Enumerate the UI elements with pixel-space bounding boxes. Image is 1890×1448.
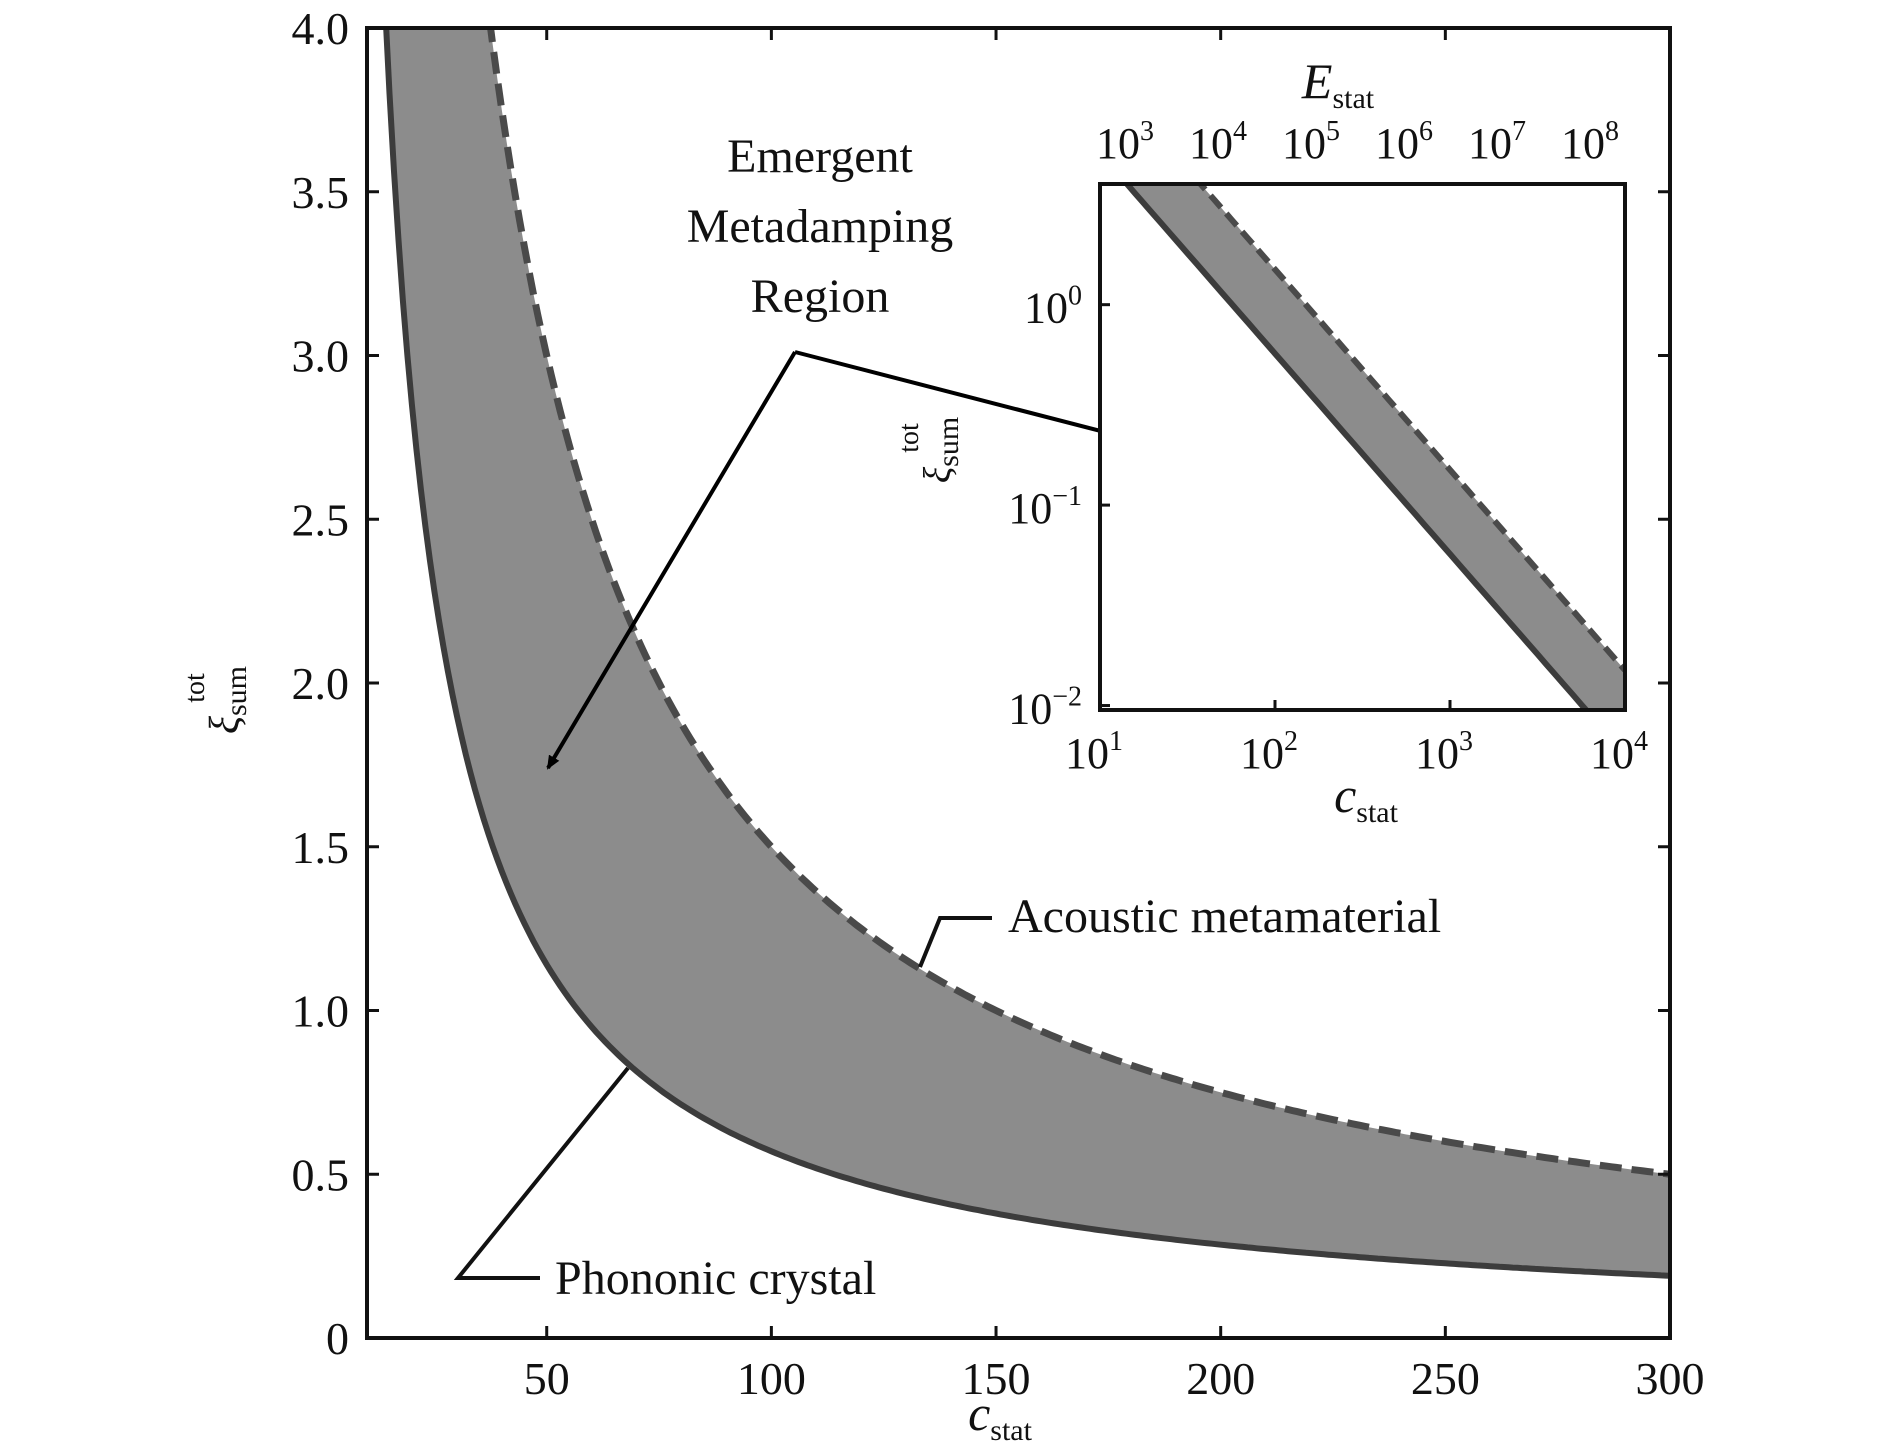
inset-x-tick-label: 104 xyxy=(1590,726,1648,778)
main-x-tick-label: 150 xyxy=(962,1353,1031,1404)
inset-x-tick-label: 103 xyxy=(1415,726,1473,778)
inset-top-tick-label: 103 xyxy=(1096,116,1154,168)
phononic-label: Phononic crystal xyxy=(555,1252,876,1305)
main-phononic-crystal-curve xyxy=(383,28,1670,1279)
inset-top-tick-label: 104 xyxy=(1189,116,1247,168)
main-x-axis-label: cstat xyxy=(968,1385,1033,1447)
main-y-tick-label: 3.0 xyxy=(292,331,350,382)
main-y-tick-label: 1.0 xyxy=(292,986,350,1037)
inset-acoustic-metamaterial-line xyxy=(1196,184,1625,673)
annotation-arrow-to-main xyxy=(546,350,797,770)
main-y-tick-label: 1.5 xyxy=(292,822,350,873)
main-acoustic-metamaterial-curve xyxy=(487,28,1670,1178)
inset-y-tick-label: 10−1 xyxy=(1008,481,1082,533)
main-x-tick-label: 300 xyxy=(1636,1353,1705,1404)
inset-phononic-crystal-line xyxy=(1123,184,1591,710)
inset-y-tick-label: 100 xyxy=(1024,281,1082,333)
annotation-region: Region xyxy=(751,270,890,323)
phononic-leader-line xyxy=(453,1066,630,1280)
inset-top-tick-label: 105 xyxy=(1282,116,1340,168)
main-x-tick-label: 250 xyxy=(1411,1353,1480,1404)
main-y-tick-label: 4.0 xyxy=(292,3,350,54)
main-y-axis-label: ξsum tot xyxy=(180,666,253,734)
annotation-metadamping: Metadamping xyxy=(687,200,954,253)
inset-y-ticks: 10−2 10−1 100 xyxy=(1008,281,1110,734)
inset-top-tick-label: 107 xyxy=(1468,116,1526,168)
inset-top-ticks: 103 104 105 106 107 108 xyxy=(1096,116,1619,168)
main-y-ticks: 0 0.5 1.0 1.5 2.0 2.5 3.0 3.5 4.0 xyxy=(292,3,1670,1364)
svg-text:ξsum: ξsum xyxy=(202,666,253,734)
svg-text:ξsum: ξsum xyxy=(917,417,965,483)
annotation-emergent: Emergent xyxy=(727,130,913,183)
main-x-ticks: 50 100 150 200 250 300 xyxy=(524,28,1705,1404)
inset-x-tick-label: 102 xyxy=(1240,726,1298,778)
inset-x-axis-label: cstat xyxy=(1334,767,1399,829)
main-x-tick-label: 200 xyxy=(1186,1353,1255,1404)
inset-y-tick-label: 10−2 xyxy=(1008,682,1082,734)
main-y-tick-label: 2.0 xyxy=(292,658,350,709)
acoustic-annotation: Acoustic metamaterial xyxy=(918,890,1441,968)
inset-x-tick-label: 101 xyxy=(1065,726,1123,778)
acoustic-label: Acoustic metamaterial xyxy=(1008,890,1441,943)
main-y-tick-label: 0 xyxy=(326,1313,349,1364)
acoustic-leader-line xyxy=(918,916,992,968)
metadamping-annotation: Emergent Metadamping Region xyxy=(546,130,1474,770)
inset-x-ticks: 101 102 103 104 xyxy=(1065,700,1648,778)
main-y-tick-label: 3.5 xyxy=(292,167,350,218)
main-metadamping-band xyxy=(386,28,1670,1276)
inset-plot: 101 102 103 104 10−2 10−1 100 103 104 105 106 107… xyxy=(894,53,1648,829)
main-x-tick-label: 50 xyxy=(524,1353,570,1404)
main-y-tick-label: 2.5 xyxy=(292,494,350,545)
main-x-tick-label: 100 xyxy=(737,1353,806,1404)
svg-text:tot: tot xyxy=(894,423,925,453)
phononic-annotation: Phononic crystal xyxy=(453,1066,876,1305)
inset-y-axis-label: ξsum tot xyxy=(894,417,965,483)
main-y-tick-label: 0.5 xyxy=(292,1149,350,1200)
inset-axes-frame xyxy=(1098,182,1627,712)
inset-top-tick-label: 106 xyxy=(1375,116,1433,168)
inset-top-axis-label: Estat xyxy=(1301,53,1375,115)
svg-text:tot: tot xyxy=(180,673,211,703)
inset-metadamping-band xyxy=(1126,184,1625,710)
inset-top-tick-label: 108 xyxy=(1561,116,1619,168)
main-plot: 50 100 150 200 250 300 0 0.5 1.0 1.5 2.0 2.5 3.0 3.5… xyxy=(180,3,1705,1447)
